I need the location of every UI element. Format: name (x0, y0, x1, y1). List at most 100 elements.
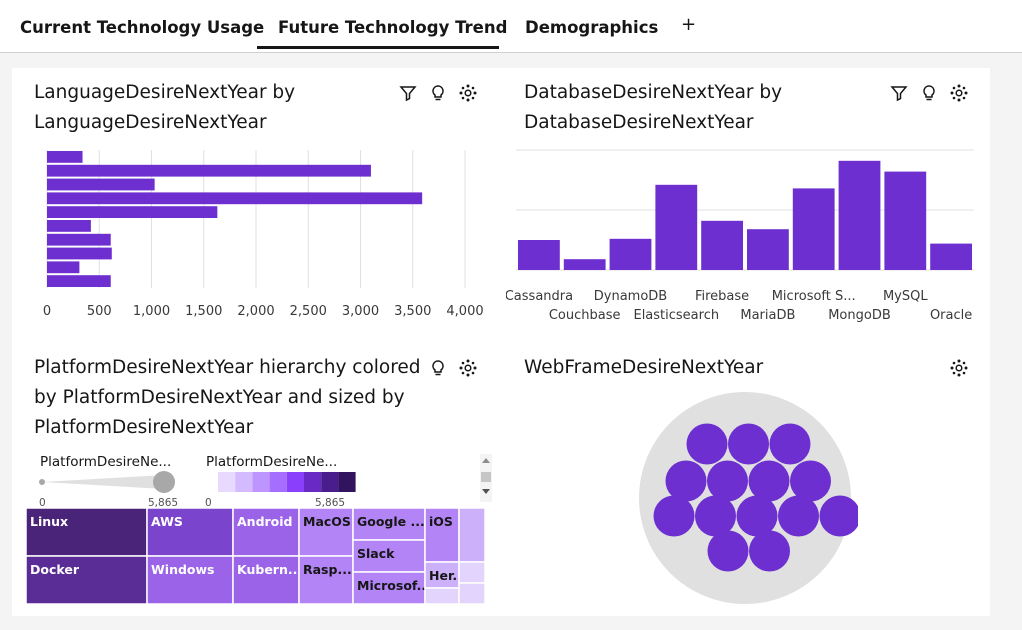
bar (655, 184, 698, 270)
size-legend-label: PlatformDesireNe... (40, 454, 171, 470)
size-legend-min: 0 (39, 497, 46, 509)
bubble (748, 460, 790, 502)
color-legend-min: 0 (205, 497, 212, 509)
bar (47, 164, 371, 177)
panel-platform-title-line3: PlatformDesireNextYear (34, 417, 254, 438)
x-tick-label: DynamoDB (594, 289, 667, 304)
treemap-label: Google ... (357, 514, 425, 529)
treemap-label: AWS (151, 514, 183, 529)
bubble (819, 495, 858, 537)
bubble (653, 495, 695, 537)
treemap-cell (458, 582, 486, 604)
bar (47, 233, 111, 246)
treemap-label: Kubern... (237, 562, 302, 577)
bubble (695, 495, 736, 537)
language-bar-chart: 0 500 1,000 1,500 2,000 2,500 3,000 3,500 4,000 (43, 150, 484, 319)
x-tick-label: 500 (87, 304, 112, 319)
scroll-thumb[interactable] (481, 472, 491, 482)
color-ramp-swatch (218, 472, 236, 492)
filter-icon[interactable] (399, 84, 417, 102)
bar (838, 160, 881, 270)
x-tick-label: Cassandra (506, 289, 573, 304)
lightbulb-icon[interactable] (429, 359, 447, 377)
platform-treemap: Linux Docker AWS Windows Android Kubern... Mac… (26, 508, 486, 604)
relationships-icon[interactable] (950, 359, 968, 377)
dashboard-canvas: LanguageDesireNextYear by LanguageDesire… (12, 68, 990, 616)
filter-icon[interactable] (890, 84, 908, 102)
x-tick-label: Firebase (695, 289, 749, 304)
bar (930, 243, 972, 270)
treemap-cell (424, 587, 460, 604)
color-ramp-swatch (286, 472, 304, 492)
treemap-label: Microsof... (357, 578, 431, 593)
scroll-up-icon[interactable] (482, 458, 490, 463)
size-legend-max: 5,865 (148, 497, 178, 509)
bar (518, 240, 560, 270)
bar (701, 220, 743, 270)
panel-platform-title: PlatformDesireNextYear hierarchy colored… (34, 353, 421, 443)
x-tick-label: Elasticsearch (633, 308, 719, 323)
x-tick-label: 4,000 (446, 304, 483, 319)
size-legend-wedge (42, 475, 164, 489)
panel-language-title-line1: LanguageDesireNextYear by (34, 82, 296, 103)
x-tick-label: 2,000 (237, 304, 274, 319)
size-legend-min-dot (39, 479, 45, 485)
bar (47, 247, 112, 260)
tab-demographics[interactable]: Demographics (525, 18, 659, 37)
add-tab-button[interactable]: + (681, 14, 697, 35)
page-bottom-bar (0, 620, 1022, 630)
bubble (749, 530, 790, 572)
bar (884, 171, 927, 270)
bar (47, 275, 111, 287)
relationships-icon[interactable] (459, 84, 477, 102)
tab-bar: Current Technology Usage Future Technolo… (0, 0, 1022, 53)
treemap-label: Slack (357, 546, 395, 561)
x-tick-label: 3,000 (342, 304, 379, 319)
panel-language-title-line2: LanguageDesireNextYear (34, 112, 267, 133)
treemap-cell (352, 539, 426, 573)
bubble (790, 460, 831, 502)
database-bar-chart: Cassandra Couchbase DynamoDB Elasticsearch F… (506, 149, 974, 323)
x-tick-label: 3,500 (394, 304, 431, 319)
bubble (769, 423, 811, 465)
x-tick-label: 1,000 (133, 304, 170, 319)
panel-database-title: DatabaseDesireNextYear by DatabaseDesire… (524, 78, 782, 138)
color-legend-max: 5,865 (315, 497, 345, 509)
bar (563, 259, 606, 270)
color-ramp-swatch (321, 472, 339, 492)
x-tick-label: Microsoft S... (772, 289, 856, 304)
treemap-cell (458, 561, 486, 584)
x-tick-label: MySQL (883, 289, 928, 304)
treemap-label: Linux (30, 514, 68, 529)
bubble (707, 530, 749, 572)
treemap-label: Windows (151, 562, 215, 577)
bar (47, 178, 155, 191)
color-ramp-swatch (252, 472, 270, 492)
panel-platform-title-line2: by PlatformDesireNextYear and sized by (34, 387, 405, 408)
bar (792, 188, 835, 270)
bubble (686, 423, 728, 465)
panel-platform-title-line1: PlatformDesireNextYear hierarchy colored (34, 357, 421, 378)
lightbulb-icon[interactable] (429, 84, 447, 102)
color-ramp-swatch (304, 472, 322, 492)
tab-future-technology-trend[interactable]: Future Technology Trend (278, 18, 508, 37)
platform-legend: PlatformDesireNe... 0 5,865 PlatformDesi… (39, 454, 492, 509)
treemap-label: Her... (429, 568, 467, 583)
bar (609, 238, 652, 270)
bubble (707, 460, 748, 502)
x-tick-label: Oracle (930, 308, 972, 323)
tab-current-technology-usage[interactable]: Current Technology Usage (20, 18, 265, 37)
treemap-cell (352, 571, 426, 604)
bar (47, 220, 91, 232)
treemap-label: iOS (429, 514, 453, 529)
scroll-down-icon[interactable] (482, 489, 490, 494)
treemap-cell (298, 555, 354, 604)
panel-webframe-title: WebFrameDesireNextYear (524, 357, 764, 378)
relationships-icon[interactable] (459, 359, 477, 377)
relationships-icon[interactable] (950, 84, 968, 102)
lightbulb-icon[interactable] (920, 84, 938, 102)
x-tick-label: 2,500 (290, 304, 327, 319)
bar (47, 151, 83, 163)
panel-language-title: LanguageDesireNextYear by LanguageDesire… (34, 78, 295, 138)
x-tick-label: 0 (43, 304, 51, 319)
